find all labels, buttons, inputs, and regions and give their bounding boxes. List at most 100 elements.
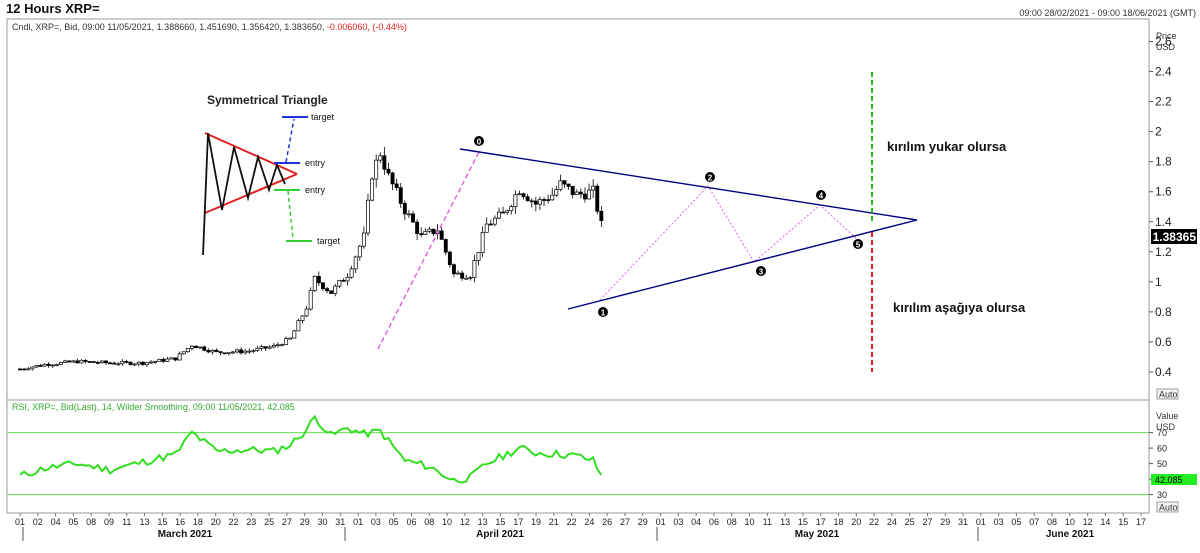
svg-text:1: 1	[601, 309, 606, 318]
candle-body	[329, 290, 334, 294]
candle-body	[349, 268, 354, 278]
x-tick-label: 09	[104, 517, 114, 527]
x-tick-label: 22	[229, 517, 239, 527]
candle-body	[513, 194, 518, 207]
candlestick-series	[18, 146, 604, 371]
candle-body	[247, 350, 252, 353]
price-tick-label: 2.6	[1155, 35, 1172, 49]
candle-body	[427, 228, 432, 232]
rsi-tick-label: 70	[1157, 428, 1167, 438]
candle-body	[124, 360, 129, 363]
candle-body	[591, 185, 596, 191]
x-tick-label: 08	[86, 517, 96, 527]
rsi-line	[19, 414, 603, 484]
candle-body	[488, 223, 493, 226]
x-tick-label: 22	[567, 517, 577, 527]
x-tick-label: 21	[549, 517, 559, 527]
candle-body	[112, 362, 117, 365]
rsi-last-value-text: 42.085	[1155, 475, 1183, 485]
x-tick-label: 04	[51, 517, 61, 527]
price-tick-label: 1.2	[1155, 245, 1172, 259]
candle-body	[337, 280, 342, 287]
candle-body	[390, 172, 395, 185]
candle-body	[99, 360, 104, 364]
candle-body	[275, 344, 280, 347]
candle-body	[104, 360, 108, 364]
x-tick-label: 08	[1047, 517, 1057, 527]
candle-body	[521, 193, 526, 198]
candle-body	[505, 210, 510, 213]
candle-body	[497, 211, 501, 219]
x-tick-label: 25	[264, 517, 274, 527]
x-tick-label: 01	[976, 517, 986, 527]
x-tick-label: 01	[15, 517, 25, 527]
rsi-axis-unit: USD	[1156, 422, 1176, 432]
candle-body	[136, 361, 141, 365]
rsi-auto-button[interactable]	[1156, 501, 1179, 513]
candle-body	[595, 185, 600, 212]
price-tick-label: 1.4	[1155, 215, 1172, 229]
x-tick-label: 13	[478, 517, 488, 527]
price-auto-button[interactable]	[1156, 388, 1179, 400]
candle-body	[480, 231, 485, 253]
candle-body	[58, 362, 63, 365]
candle-body	[251, 350, 256, 352]
x-tick-label: 20	[851, 517, 861, 527]
candle-body	[525, 196, 530, 202]
candle-body	[181, 351, 186, 355]
x-tick-label: 05	[1011, 517, 1021, 527]
x-tick-label: 18	[834, 517, 844, 527]
x-tick-label: 19	[531, 517, 541, 527]
price-axis-title: Price	[1156, 31, 1177, 41]
candle-body	[415, 221, 420, 234]
candle-body	[492, 217, 497, 225]
candle-body	[165, 358, 170, 362]
candle-body	[419, 233, 424, 235]
candle-body	[22, 368, 27, 371]
candle-body	[140, 361, 145, 366]
candle-body	[411, 213, 415, 223]
x-tick-label: 07	[1029, 517, 1039, 527]
month-label: April 2021	[476, 529, 524, 540]
candle-body	[296, 320, 301, 332]
candle-body	[263, 346, 268, 349]
candle-body	[501, 211, 506, 214]
x-tick-label: 10	[1065, 517, 1075, 527]
x-tick-label: 29	[940, 517, 950, 527]
candle-body	[38, 365, 43, 367]
price-tick-label: 2	[1155, 125, 1162, 139]
candle-body	[280, 344, 284, 347]
annotation-layer	[377, 72, 918, 372]
rsi-bands	[7, 432, 1149, 496]
month-label: June 2021	[1046, 529, 1095, 540]
candle-body	[255, 347, 260, 351]
candle-body	[374, 159, 379, 180]
candle-body	[468, 277, 473, 279]
candle-body	[108, 362, 113, 365]
price-axis-ticks: 0.4 0.6 0.8 1 1.2 1.4 1.6 1.8 2 2.2 2.4 2.6	[1149, 35, 1172, 379]
candle-body	[537, 199, 542, 205]
candle-body	[542, 199, 546, 201]
x-tick-label: 27	[282, 517, 292, 527]
x-tick-label: 10	[745, 517, 755, 527]
candle-body	[562, 180, 567, 185]
candle-body	[230, 351, 235, 354]
candle-body	[472, 260, 477, 278]
candle-body	[386, 168, 391, 174]
lower-trendline[interactable]	[567, 219, 918, 310]
candle-body	[218, 351, 223, 354]
candle-body	[361, 232, 366, 247]
candle-body	[54, 364, 59, 366]
candle-body	[83, 359, 88, 362]
x-tick-label: 08	[424, 517, 434, 527]
candle-body	[210, 349, 215, 353]
rsi-tick-label: 60	[1157, 444, 1167, 454]
price-tick-label: 0.4	[1155, 365, 1172, 379]
candle-body	[402, 203, 407, 215]
candle-body	[456, 272, 461, 275]
candle-body	[304, 308, 309, 317]
upper-trendline[interactable]	[459, 148, 918, 221]
price-tick-label: 2.4	[1155, 65, 1172, 79]
candle-body	[50, 364, 55, 367]
candle-body	[382, 155, 387, 170]
